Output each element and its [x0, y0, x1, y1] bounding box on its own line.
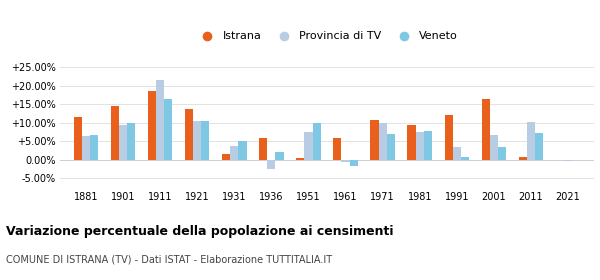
Text: COMUNE DI ISTRANA (TV) - Dati ISTAT - Elaborazione TUTTITALIA.IT: COMUNE DI ISTRANA (TV) - Dati ISTAT - El… — [6, 255, 332, 265]
Bar — [461, 157, 469, 160]
Bar — [259, 137, 267, 160]
Bar — [148, 91, 156, 160]
Bar — [111, 106, 119, 160]
Bar — [490, 135, 498, 160]
Bar — [535, 133, 543, 160]
Bar — [416, 132, 424, 160]
Bar — [370, 120, 379, 160]
Bar — [379, 123, 387, 160]
Bar — [193, 121, 201, 160]
Bar — [127, 123, 135, 160]
Bar — [387, 134, 395, 160]
Bar — [350, 160, 358, 167]
Bar — [424, 131, 432, 160]
Bar — [564, 160, 572, 161]
Bar — [90, 135, 98, 160]
Bar — [201, 121, 209, 160]
Bar — [267, 160, 275, 169]
Bar — [74, 117, 82, 160]
Bar — [304, 132, 313, 160]
Bar — [222, 154, 230, 160]
Bar — [407, 125, 416, 160]
Bar — [185, 109, 193, 160]
Bar — [519, 157, 527, 160]
Bar — [482, 99, 490, 160]
Bar — [238, 141, 247, 160]
Bar — [82, 136, 90, 160]
Bar — [527, 122, 535, 160]
Bar — [498, 147, 506, 160]
Bar — [119, 125, 127, 160]
Bar — [341, 160, 350, 162]
Bar — [164, 99, 172, 160]
Legend: Istrana, Provincia di TV, Veneto: Istrana, Provincia di TV, Veneto — [191, 27, 463, 46]
Bar — [275, 152, 284, 160]
Bar — [445, 115, 453, 160]
Bar — [156, 80, 164, 160]
Text: Variazione percentuale della popolazione ai censimenti: Variazione percentuale della popolazione… — [6, 225, 394, 238]
Bar — [313, 123, 320, 160]
Bar — [453, 147, 461, 160]
Bar — [334, 137, 341, 160]
Bar — [230, 146, 238, 160]
Bar — [296, 158, 304, 160]
